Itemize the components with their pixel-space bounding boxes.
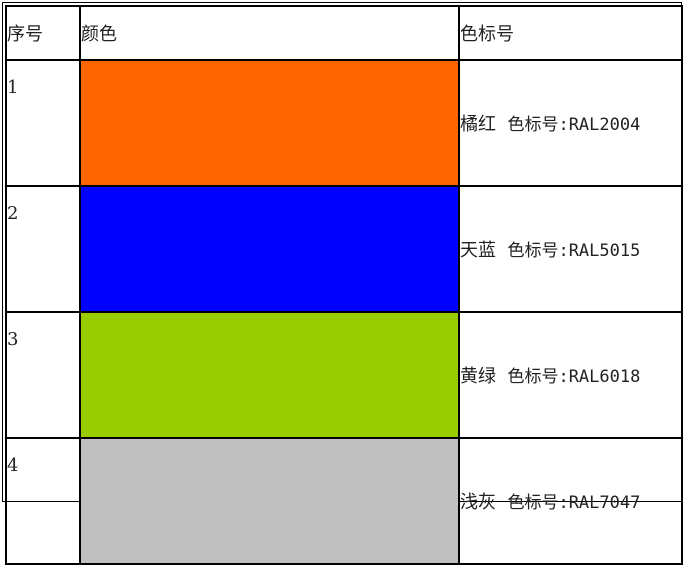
- color-code: 色标号:RAL5015: [507, 241, 641, 261]
- color-name: 浅灰: [460, 492, 496, 513]
- row-index: 4: [5, 437, 81, 565]
- color-name: 橘红: [460, 114, 496, 135]
- color-swatch: [79, 59, 460, 187]
- color-code: 色标号:RAL7047: [507, 493, 641, 513]
- header-row: 序号 颜色 色标号: [5, 5, 683, 61]
- color-code-cell: 橘红 色标号:RAL2004: [458, 59, 683, 187]
- header-index: 序号: [5, 5, 81, 61]
- color-code: 色标号:RAL2004: [507, 115, 641, 135]
- color-table: 序号 颜色 色标号 1 橘红 色标号:RAL2004 2 天蓝 色标号:RAL5…: [5, 5, 683, 565]
- header-color: 颜色: [79, 5, 460, 61]
- color-name: 黄绿: [460, 366, 496, 387]
- row-index: 2: [5, 185, 81, 313]
- header-code: 色标号: [458, 5, 683, 61]
- table-row: 1 橘红 色标号:RAL2004: [5, 59, 683, 187]
- table-row: 2 天蓝 色标号:RAL5015: [5, 185, 683, 313]
- color-code-cell: 黄绿 色标号:RAL6018: [458, 311, 683, 439]
- row-index: 3: [5, 311, 81, 439]
- color-swatch: [79, 311, 460, 439]
- row-index: 1: [5, 59, 81, 187]
- table-row: 3 黄绿 色标号:RAL6018: [5, 311, 683, 439]
- table-row: 4 浅灰 色标号:RAL7047: [5, 437, 683, 565]
- color-name: 天蓝: [460, 240, 496, 261]
- color-code-cell: 浅灰 色标号:RAL7047: [458, 437, 683, 565]
- color-code-cell: 天蓝 色标号:RAL5015: [458, 185, 683, 313]
- color-swatch: [79, 437, 460, 565]
- color-code: 色标号:RAL6018: [507, 367, 641, 387]
- color-swatch: [79, 185, 460, 313]
